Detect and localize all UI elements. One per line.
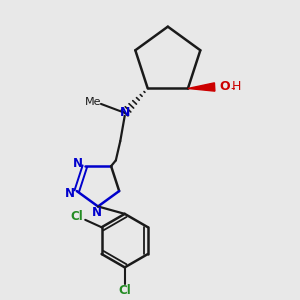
Polygon shape xyxy=(188,83,215,91)
Text: Me: Me xyxy=(84,98,101,107)
Text: N: N xyxy=(74,157,83,170)
Text: N: N xyxy=(92,206,101,220)
Text: H: H xyxy=(231,80,241,94)
Text: N: N xyxy=(65,187,75,200)
Text: Cl: Cl xyxy=(70,210,83,224)
Text: O: O xyxy=(220,80,230,94)
Text: Cl: Cl xyxy=(118,284,131,297)
Text: N: N xyxy=(120,106,130,119)
Text: -: - xyxy=(231,82,235,95)
